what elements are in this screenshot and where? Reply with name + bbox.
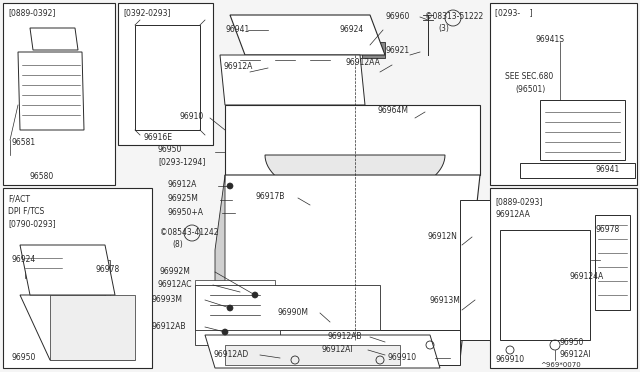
Text: 96912AA: 96912AA xyxy=(345,58,380,67)
Text: 96978: 96978 xyxy=(595,225,620,234)
Text: (3): (3) xyxy=(438,24,449,33)
Text: 96912AC: 96912AC xyxy=(158,280,193,289)
Polygon shape xyxy=(195,310,280,345)
Text: 96912AB: 96912AB xyxy=(152,322,186,331)
Text: 96912AI: 96912AI xyxy=(560,350,591,359)
Polygon shape xyxy=(230,15,385,55)
Text: [0889-0293]: [0889-0293] xyxy=(495,197,542,206)
Text: 96912A: 96912A xyxy=(223,62,252,71)
Text: 96941S: 96941S xyxy=(535,35,564,44)
Text: [0790-0293]: [0790-0293] xyxy=(8,219,56,228)
Text: 969910: 969910 xyxy=(495,355,524,364)
Polygon shape xyxy=(215,175,225,360)
Bar xyxy=(507,240,580,330)
Polygon shape xyxy=(20,245,115,295)
Text: ©08313-51222: ©08313-51222 xyxy=(425,12,483,21)
Text: 96912AI: 96912AI xyxy=(322,345,354,354)
Polygon shape xyxy=(265,155,445,200)
Text: 96990M: 96990M xyxy=(278,308,309,317)
Circle shape xyxy=(252,292,258,298)
Text: ^969*0070: ^969*0070 xyxy=(540,362,580,368)
Text: 96581: 96581 xyxy=(12,138,36,147)
Polygon shape xyxy=(50,295,135,360)
Text: 96992M: 96992M xyxy=(160,267,191,276)
Text: 96925M: 96925M xyxy=(168,194,199,203)
Polygon shape xyxy=(540,100,625,160)
Text: [0293-    ]: [0293- ] xyxy=(495,8,532,17)
Text: 96912AD: 96912AD xyxy=(213,350,248,359)
Polygon shape xyxy=(30,28,78,50)
Text: 96921: 96921 xyxy=(385,46,409,55)
Bar xyxy=(3,3,115,185)
Bar xyxy=(490,3,637,185)
Bar xyxy=(248,22,355,50)
Text: 96950: 96950 xyxy=(158,145,182,154)
Text: 96580: 96580 xyxy=(30,172,54,181)
Circle shape xyxy=(227,183,233,189)
Text: [0293-1294]: [0293-1294] xyxy=(158,157,205,166)
Text: 96917B: 96917B xyxy=(255,192,284,201)
Text: 969910: 969910 xyxy=(388,353,417,362)
Bar xyxy=(362,42,385,58)
Polygon shape xyxy=(220,55,365,105)
Polygon shape xyxy=(215,330,460,365)
Polygon shape xyxy=(215,175,480,360)
Polygon shape xyxy=(460,200,490,340)
Polygon shape xyxy=(500,230,590,340)
Text: 96941: 96941 xyxy=(596,165,620,174)
Polygon shape xyxy=(595,215,630,310)
Text: 96978: 96978 xyxy=(95,265,119,274)
Text: 96964M: 96964M xyxy=(378,106,409,115)
Polygon shape xyxy=(195,280,275,310)
Polygon shape xyxy=(225,345,400,365)
Polygon shape xyxy=(205,335,440,368)
Text: 96950: 96950 xyxy=(12,353,36,362)
Text: 96913M: 96913M xyxy=(430,296,461,305)
Text: 96916E: 96916E xyxy=(143,133,172,142)
Bar xyxy=(55,260,110,310)
Text: SEE SEC.680: SEE SEC.680 xyxy=(505,72,553,81)
Bar xyxy=(25,248,62,278)
Bar xyxy=(490,188,637,368)
Text: 96912N: 96912N xyxy=(428,232,458,241)
Text: (96501): (96501) xyxy=(515,85,545,94)
Text: 969124A: 969124A xyxy=(570,272,604,281)
Text: [0889-0392]: [0889-0392] xyxy=(8,8,56,17)
Polygon shape xyxy=(135,25,200,130)
Bar xyxy=(118,3,213,145)
Bar xyxy=(310,195,380,250)
Polygon shape xyxy=(520,163,635,178)
Text: 96912A: 96912A xyxy=(168,180,197,189)
Text: 96910: 96910 xyxy=(180,112,204,121)
Text: 96950+A: 96950+A xyxy=(168,208,204,217)
Circle shape xyxy=(222,329,228,335)
Text: 96950: 96950 xyxy=(560,338,584,347)
Text: DPl F/TCS: DPl F/TCS xyxy=(8,207,44,216)
Text: 96924: 96924 xyxy=(340,25,364,34)
Text: 96912AB: 96912AB xyxy=(328,332,362,341)
Text: 96960: 96960 xyxy=(386,12,410,21)
Text: F/ACT: F/ACT xyxy=(8,195,30,204)
Text: 96924: 96924 xyxy=(12,255,36,264)
Circle shape xyxy=(227,305,233,311)
Polygon shape xyxy=(225,105,480,175)
Text: 96941: 96941 xyxy=(225,25,249,34)
Text: [0392-0293]: [0392-0293] xyxy=(123,8,170,17)
Text: ©08543-41242: ©08543-41242 xyxy=(160,228,218,237)
Bar xyxy=(3,188,152,368)
Polygon shape xyxy=(20,295,135,360)
Polygon shape xyxy=(18,52,84,130)
Polygon shape xyxy=(195,285,380,330)
Text: 96993M: 96993M xyxy=(152,295,183,304)
Text: (8): (8) xyxy=(172,240,183,249)
Text: 96912AA: 96912AA xyxy=(495,210,530,219)
